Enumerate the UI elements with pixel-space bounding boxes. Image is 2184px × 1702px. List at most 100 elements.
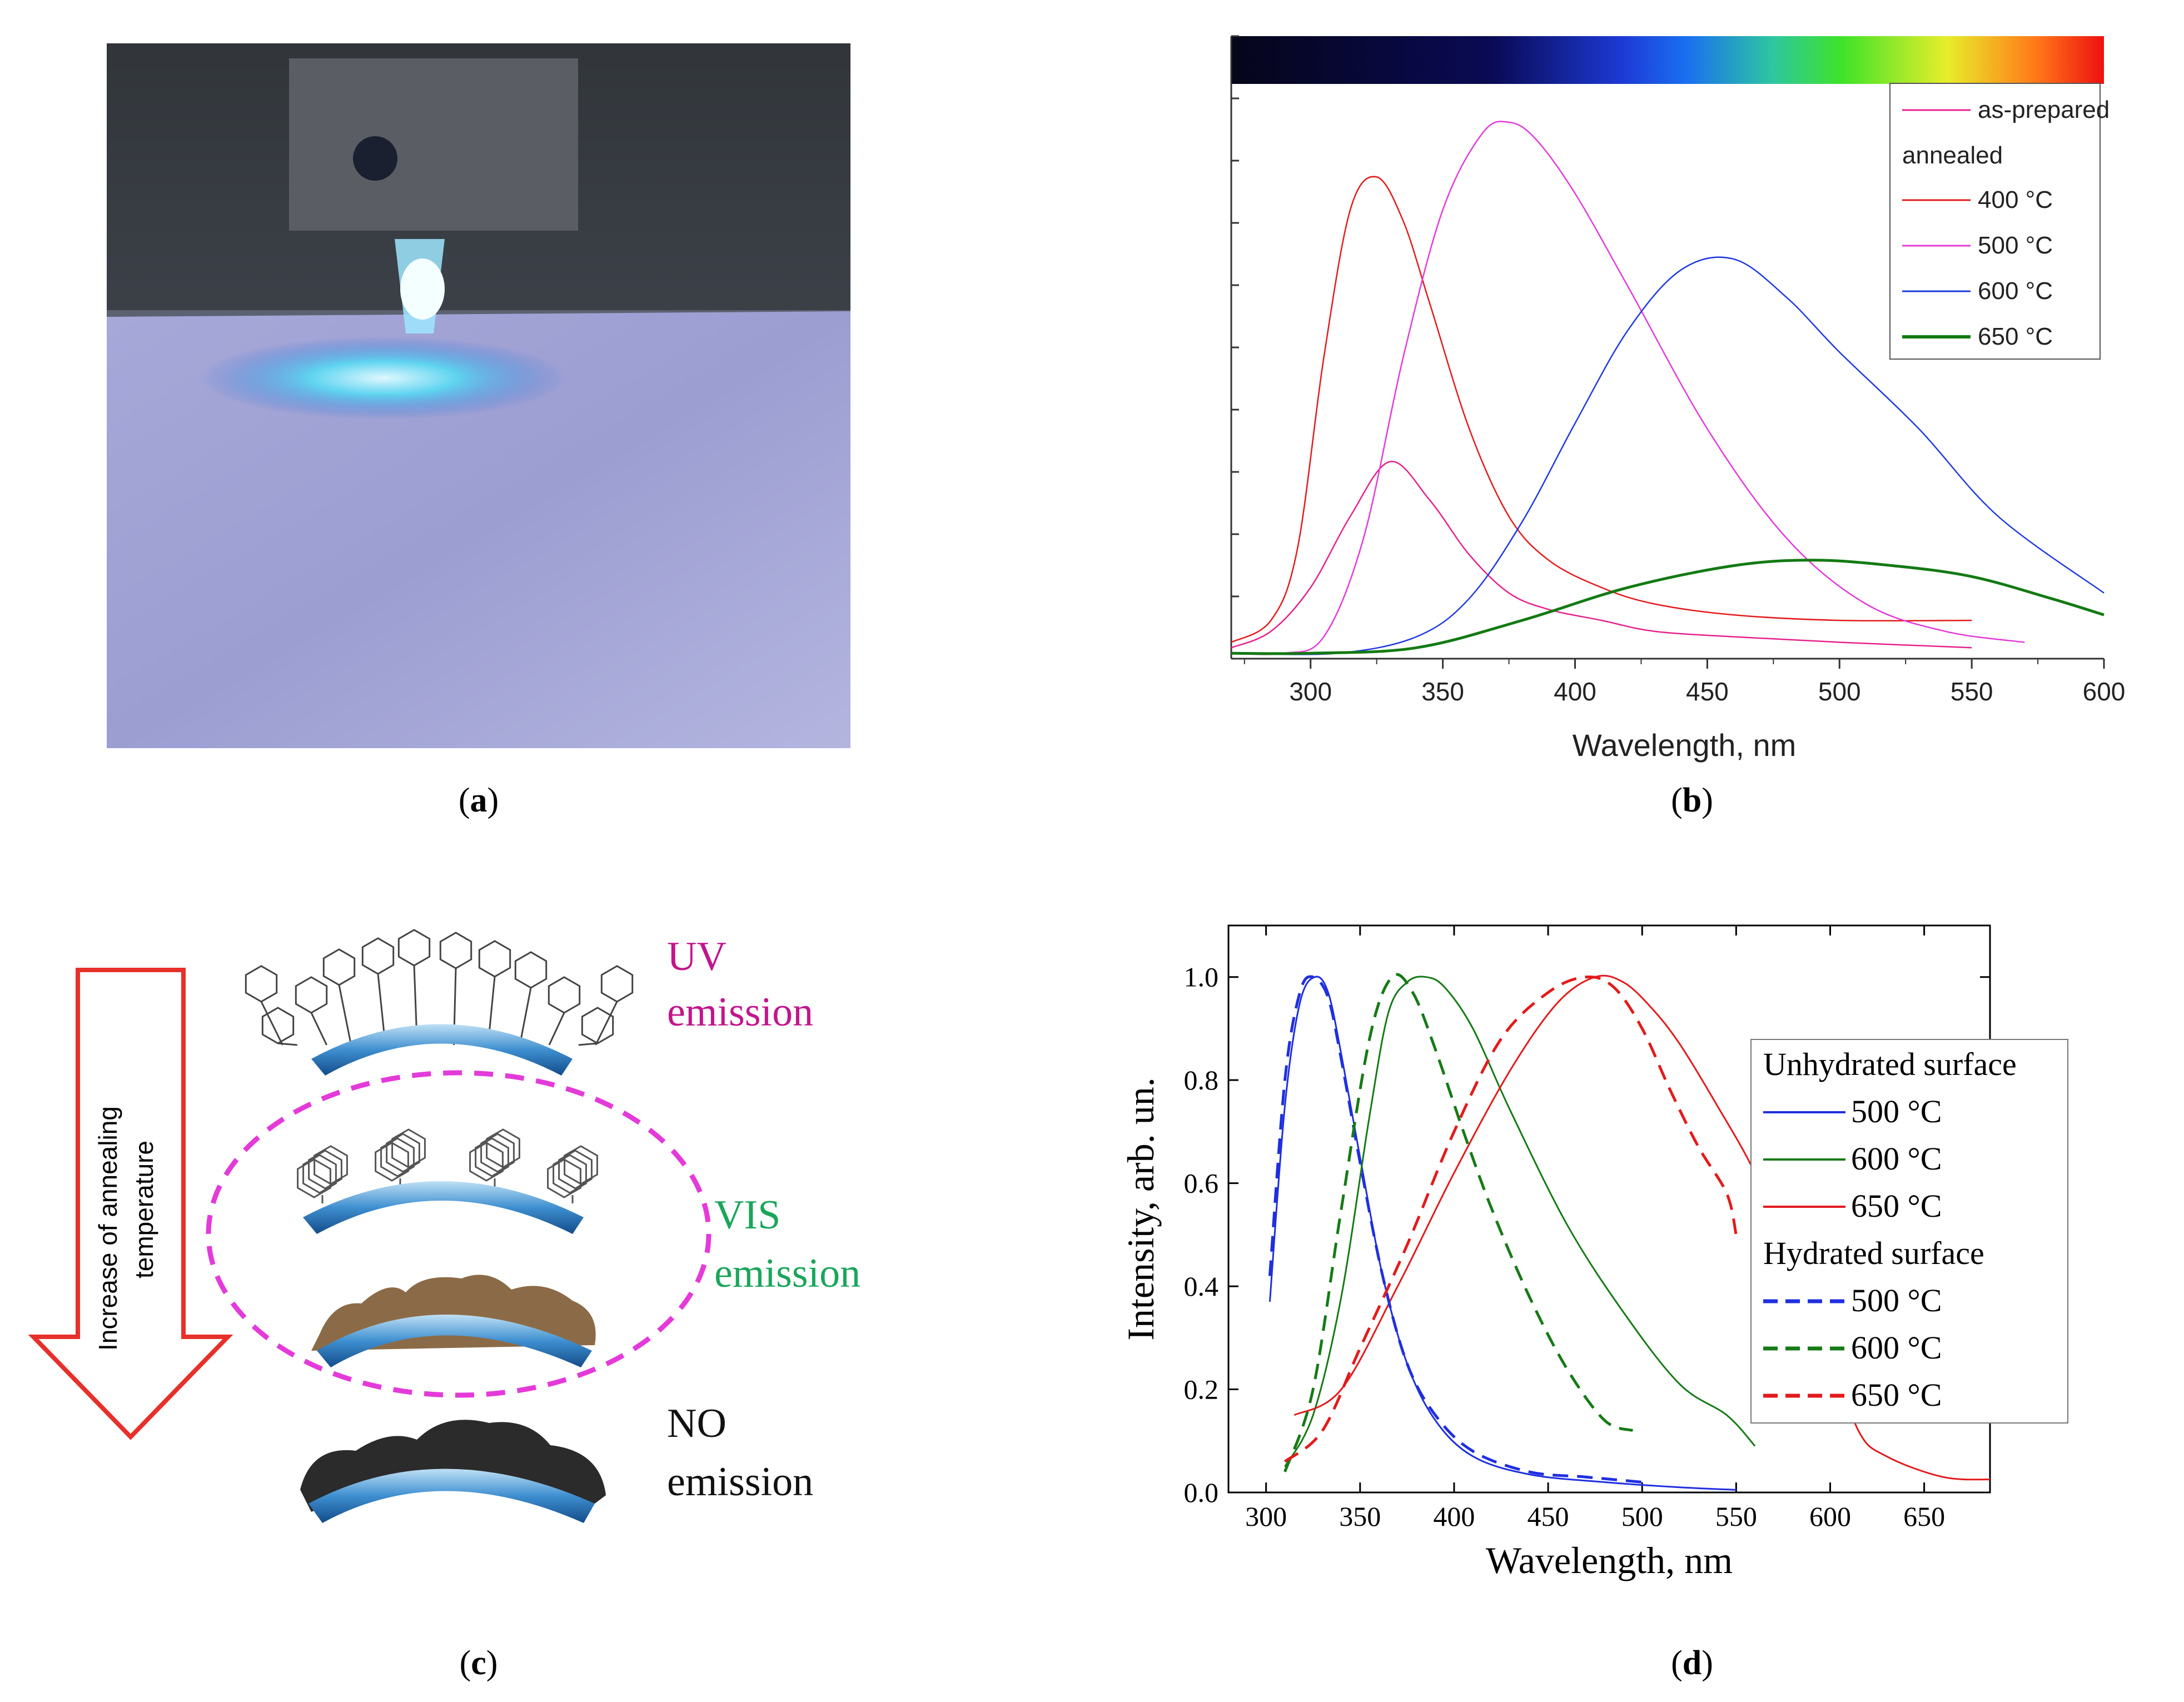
substrate-arc-1 bbox=[311, 1024, 573, 1076]
d-legend-header: Unhydrated surface bbox=[1763, 1046, 2017, 1082]
b-legend-box bbox=[1889, 83, 2101, 360]
substrate-vis-2 bbox=[311, 1275, 596, 1367]
benzene-ring bbox=[386, 1133, 420, 1173]
b-series-line bbox=[1231, 121, 2025, 655]
d-xlabel: Wavelength, nm bbox=[1486, 1539, 1733, 1581]
d-legend-label: 600 °C bbox=[1851, 1330, 1942, 1366]
ring-bond bbox=[260, 1001, 283, 1046]
d-legend-label: 650 °C bbox=[1851, 1188, 1942, 1224]
b-series-line bbox=[1231, 256, 2105, 655]
b-legend-label: as-prepared bbox=[1978, 96, 2110, 123]
d-series-line bbox=[1283, 975, 1738, 1463]
arrow-text-line1: Increase of annealing bbox=[93, 1106, 122, 1351]
panel-d-legend: Unhydrated surface 500 °C 600 °C 650 °C Hydr… bbox=[1750, 1039, 2068, 1424]
arrow-text-line2: temperature bbox=[130, 1141, 158, 1278]
d-ylabel: Intensity, arb. un. bbox=[1120, 1077, 1162, 1340]
panel-b-axes: 300 350 400 450 500 550 600 Wavelength, nm bbox=[1230, 35, 2126, 763]
panel-b-legend: as-prepared annealed 400 °C 500 °C 600 °C 650… bbox=[1889, 83, 2110, 360]
d-xtick-label: 550 bbox=[1715, 1501, 1757, 1532]
b-legend-label: 650 °C bbox=[1978, 323, 2053, 350]
uv-label-line1: UV bbox=[667, 934, 727, 979]
benzene-ring bbox=[297, 1158, 331, 1198]
d-xtick-label: 450 bbox=[1528, 1501, 1569, 1532]
caption-b: (b) bbox=[1671, 782, 1713, 819]
benzene-ring bbox=[314, 1145, 348, 1185]
benzene-ring bbox=[548, 976, 581, 1014]
d-xtick-label: 400 bbox=[1433, 1501, 1475, 1532]
b-legend-label: 400 °C bbox=[1978, 186, 2053, 213]
ring-bond bbox=[595, 1001, 618, 1046]
substrate-vis-1 bbox=[297, 1128, 598, 1234]
white-plate bbox=[107, 311, 850, 748]
benzene-ring bbox=[475, 1137, 509, 1177]
panel-d-chart: 0.0 0.2 0.4 0.6 0.8 1.0 300 350 400 450 500 550 600 6… bbox=[1120, 924, 2068, 1581]
panel-a-photo bbox=[107, 43, 850, 748]
benzene-ring bbox=[302, 1154, 337, 1194]
benzene-ring bbox=[397, 929, 431, 967]
b-xtick-label: 350 bbox=[1421, 677, 1464, 706]
benzene-ring bbox=[581, 1007, 614, 1044]
b-xtick-label: 450 bbox=[1686, 677, 1729, 706]
d-ytick-label: 0.6 bbox=[1184, 1168, 1219, 1199]
b-series-line bbox=[1231, 559, 2105, 655]
d-ytick-label: 0.2 bbox=[1184, 1374, 1219, 1405]
benzene-ring bbox=[478, 940, 511, 978]
uv-label-line2: emission bbox=[667, 989, 813, 1035]
b-xlabel: Wavelength, nm bbox=[1573, 728, 1797, 763]
d-xtick-label: 500 bbox=[1621, 1501, 1663, 1532]
vis-label-line2: emission bbox=[714, 1251, 860, 1296]
panel-c-schematic: Increase of annealing temperature UV emi… bbox=[28, 929, 860, 1523]
substrate-arc-3 bbox=[317, 1315, 592, 1367]
substrate-arc-2 bbox=[303, 1181, 584, 1234]
substrate-uv bbox=[245, 929, 634, 1076]
d-ytick-label: 0.4 bbox=[1184, 1271, 1219, 1302]
panel-b-chart: 300 350 400 450 500 550 600 Wavelength, nm as-p… bbox=[1230, 35, 2126, 763]
b-legend-header: annealed bbox=[1902, 142, 2003, 169]
b-legend-label: 600 °C bbox=[1978, 277, 2053, 305]
b-xtick-label: 400 bbox=[1554, 677, 1596, 706]
benzene-ring bbox=[322, 948, 356, 986]
b-xtick-label: 300 bbox=[1289, 677, 1332, 706]
b-series-line bbox=[1231, 176, 1972, 643]
d-series-line bbox=[1283, 973, 1634, 1472]
d-series-line bbox=[1284, 976, 1756, 1467]
b-xtick-label: 600 bbox=[2083, 677, 2126, 706]
substrate-no bbox=[300, 1420, 606, 1523]
d-xtick-label: 650 bbox=[1903, 1501, 1945, 1532]
luminescent-spot bbox=[200, 336, 567, 420]
benzene-ring bbox=[553, 1154, 587, 1194]
b-xtick-label: 550 bbox=[1951, 677, 1993, 706]
panel-b-series bbox=[1231, 121, 2105, 655]
lamp-hole bbox=[353, 136, 397, 181]
benzene-ring bbox=[600, 965, 634, 1003]
vis-ellipse bbox=[206, 1070, 712, 1398]
temperature-arrow bbox=[28, 968, 233, 1440]
ring-bond bbox=[338, 984, 352, 1046]
d-series-line bbox=[1268, 975, 1643, 1484]
benzene-ring bbox=[375, 1142, 409, 1182]
no-label-line1: NO bbox=[667, 1401, 727, 1446]
d-legend-box bbox=[1750, 1039, 2068, 1424]
d-legend-label: 500 °C bbox=[1851, 1282, 1942, 1318]
d-legend-label: 650 °C bbox=[1851, 1377, 1942, 1413]
benzene-ring bbox=[308, 1149, 342, 1190]
caption-a: (a) bbox=[459, 782, 499, 819]
benzene-ring bbox=[558, 1149, 593, 1190]
benzene-ring bbox=[547, 1158, 581, 1198]
benzene-ring bbox=[480, 1133, 515, 1173]
benzene-ring bbox=[439, 932, 472, 969]
beam-source bbox=[400, 258, 445, 320]
panel-d-axes: 0.0 0.2 0.4 0.6 0.8 1.0 300 350 400 450 500 550 600 6… bbox=[1120, 924, 1991, 1581]
ring-bond bbox=[578, 1042, 598, 1046]
d-xtick-label: 350 bbox=[1339, 1501, 1381, 1532]
ring-bond bbox=[548, 1012, 565, 1046]
d-xtick-label: 600 bbox=[1809, 1501, 1851, 1532]
no-label-line2: emission bbox=[667, 1459, 813, 1505]
d-ytick-label: 1.0 bbox=[1184, 962, 1219, 993]
benzene-ring bbox=[380, 1137, 415, 1177]
benzene-ring bbox=[391, 1128, 426, 1168]
d-xtick-label: 300 bbox=[1245, 1501, 1287, 1532]
b-xtick-label: 500 bbox=[1818, 677, 1861, 706]
b-legend-label: 500 °C bbox=[1978, 232, 2053, 259]
